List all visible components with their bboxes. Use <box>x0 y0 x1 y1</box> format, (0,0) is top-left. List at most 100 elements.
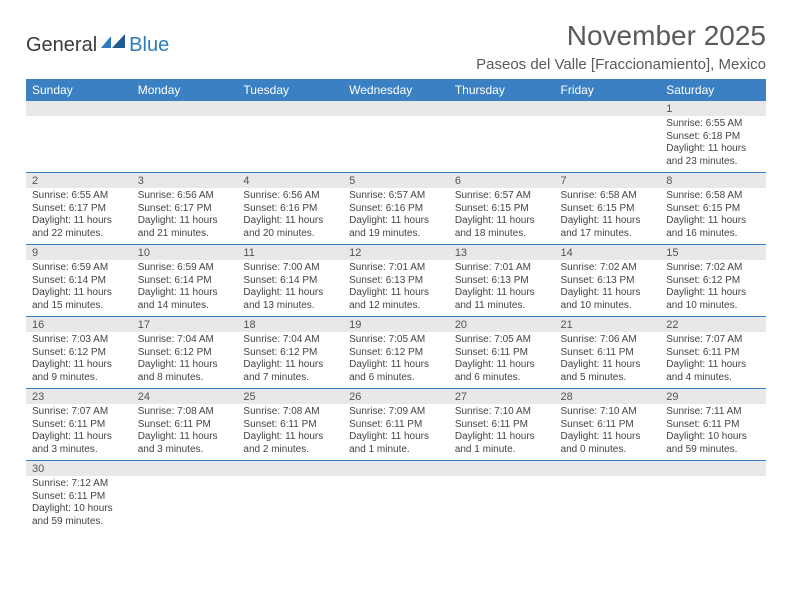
day-line: Sunset: 6:12 PM <box>349 347 443 360</box>
day-line: Sunrise: 6:58 AM <box>666 190 760 203</box>
day-cell: 1Sunrise: 6:55 AMSunset: 6:18 PMDaylight… <box>660 101 766 173</box>
day-line: Sunrise: 7:05 AM <box>349 334 443 347</box>
day-number: 24 <box>132 389 238 404</box>
day-content: Sunrise: 6:59 AMSunset: 6:14 PMDaylight:… <box>26 260 132 316</box>
day-line: Daylight: 11 hours <box>455 431 549 444</box>
day-line: Sunset: 6:12 PM <box>138 347 232 360</box>
day-cell: 26Sunrise: 7:09 AMSunset: 6:11 PMDayligh… <box>343 389 449 461</box>
day-number: 27 <box>449 389 555 404</box>
day-cell: .. <box>555 101 661 173</box>
day-number: 9 <box>26 245 132 260</box>
day-line: Sunrise: 7:04 AM <box>243 334 337 347</box>
day-label: Sunday <box>26 79 132 101</box>
day-number: 17 <box>132 317 238 332</box>
day-number: 14 <box>555 245 661 260</box>
day-cell: .. <box>449 101 555 173</box>
day-line: Daylight: 11 hours <box>243 215 337 228</box>
day-line: Sunrise: 7:01 AM <box>455 262 549 275</box>
day-label: Friday <box>555 79 661 101</box>
day-line: Daylight: 11 hours <box>349 431 443 444</box>
day-line: Daylight: 10 hours <box>666 431 760 444</box>
day-line: Sunrise: 7:09 AM <box>349 406 443 419</box>
day-line: Sunrise: 7:07 AM <box>666 334 760 347</box>
day-line: Daylight: 11 hours <box>243 431 337 444</box>
day-content: Sunrise: 6:55 AMSunset: 6:18 PMDaylight:… <box>660 116 766 172</box>
day-cell: .. <box>26 101 132 173</box>
day-label: Tuesday <box>237 79 343 101</box>
day-line: Sunset: 6:16 PM <box>349 203 443 216</box>
day-line: Daylight: 11 hours <box>349 287 443 300</box>
calendar-table: Sunday Monday Tuesday Wednesday Thursday… <box>26 79 766 532</box>
day-cell: 16Sunrise: 7:03 AMSunset: 6:12 PMDayligh… <box>26 317 132 389</box>
day-line: Sunrise: 7:02 AM <box>561 262 655 275</box>
day-line: Sunset: 6:18 PM <box>666 131 760 144</box>
header: General Blue November 2025 Paseos del Va… <box>26 20 766 73</box>
day-line: Daylight: 11 hours <box>32 359 126 372</box>
day-content: Sunrise: 7:01 AMSunset: 6:13 PMDaylight:… <box>449 260 555 316</box>
day-cell: 21Sunrise: 7:06 AMSunset: 6:11 PMDayligh… <box>555 317 661 389</box>
day-line: Daylight: 11 hours <box>243 359 337 372</box>
title-block: November 2025 Paseos del Valle [Fraccion… <box>476 20 766 73</box>
day-line: and 19 minutes. <box>349 228 443 241</box>
day-line: Sunrise: 7:03 AM <box>32 334 126 347</box>
logo-text-blue: Blue <box>129 34 169 57</box>
day-line: Sunrise: 7:11 AM <box>666 406 760 419</box>
day-number: 21 <box>555 317 661 332</box>
day-line: and 9 minutes. <box>32 372 126 385</box>
day-number: 18 <box>237 317 343 332</box>
month-title: November 2025 <box>476 20 766 52</box>
day-cell: 30Sunrise: 7:12 AMSunset: 6:11 PMDayligh… <box>26 461 132 533</box>
day-line: Sunset: 6:13 PM <box>561 275 655 288</box>
day-line: Sunset: 6:13 PM <box>455 275 549 288</box>
day-header-row: Sunday Monday Tuesday Wednesday Thursday… <box>26 79 766 101</box>
day-line: Sunrise: 6:57 AM <box>455 190 549 203</box>
day-line: and 59 minutes. <box>32 516 126 529</box>
day-content: Sunrise: 7:00 AMSunset: 6:14 PMDaylight:… <box>237 260 343 316</box>
day-number: 2 <box>26 173 132 188</box>
day-cell: 6Sunrise: 6:57 AMSunset: 6:15 PMDaylight… <box>449 173 555 245</box>
day-line: Sunset: 6:11 PM <box>138 419 232 432</box>
week-row: ............1Sunrise: 6:55 AMSunset: 6:1… <box>26 101 766 173</box>
day-number: 25 <box>237 389 343 404</box>
day-content: Sunrise: 7:05 AMSunset: 6:11 PMDaylight:… <box>449 332 555 388</box>
day-line: and 8 minutes. <box>138 372 232 385</box>
day-cell: 22Sunrise: 7:07 AMSunset: 6:11 PMDayligh… <box>660 317 766 389</box>
day-line: Daylight: 11 hours <box>666 143 760 156</box>
logo-text-dark: General <box>26 34 97 57</box>
day-line: Daylight: 11 hours <box>138 431 232 444</box>
day-cell: 28Sunrise: 7:10 AMSunset: 6:11 PMDayligh… <box>555 389 661 461</box>
day-line: and 1 minute. <box>349 444 443 457</box>
flag-icon <box>101 34 127 52</box>
day-line: Sunset: 6:17 PM <box>138 203 232 216</box>
day-line: Daylight: 11 hours <box>666 359 760 372</box>
day-label: Monday <box>132 79 238 101</box>
day-line: Sunrise: 6:55 AM <box>32 190 126 203</box>
day-line: Sunrise: 6:56 AM <box>138 190 232 203</box>
day-cell: 12Sunrise: 7:01 AMSunset: 6:13 PMDayligh… <box>343 245 449 317</box>
day-cell: 14Sunrise: 7:02 AMSunset: 6:13 PMDayligh… <box>555 245 661 317</box>
day-line: Sunset: 6:12 PM <box>666 275 760 288</box>
day-number: 7 <box>555 173 661 188</box>
location: Paseos del Valle [Fraccionamiento], Mexi… <box>476 56 766 73</box>
day-line: and 22 minutes. <box>32 228 126 241</box>
day-number: 5 <box>343 173 449 188</box>
day-line: Sunset: 6:12 PM <box>243 347 337 360</box>
day-content: Sunrise: 7:01 AMSunset: 6:13 PMDaylight:… <box>343 260 449 316</box>
day-line: and 21 minutes. <box>138 228 232 241</box>
day-line: Daylight: 11 hours <box>666 215 760 228</box>
day-line: and 1 minute. <box>455 444 549 457</box>
day-cell: 9Sunrise: 6:59 AMSunset: 6:14 PMDaylight… <box>26 245 132 317</box>
day-number: 6 <box>449 173 555 188</box>
calendar-page: General Blue November 2025 Paseos del Va… <box>0 0 792 552</box>
day-line: Sunrise: 7:10 AM <box>561 406 655 419</box>
day-line: and 14 minutes. <box>138 300 232 313</box>
day-line: and 20 minutes. <box>243 228 337 241</box>
day-line: Sunrise: 6:57 AM <box>349 190 443 203</box>
day-number: 30 <box>26 461 132 476</box>
day-line: Sunrise: 6:55 AM <box>666 118 760 131</box>
day-cell: 7Sunrise: 6:58 AMSunset: 6:15 PMDaylight… <box>555 173 661 245</box>
day-content: Sunrise: 7:09 AMSunset: 6:11 PMDaylight:… <box>343 404 449 460</box>
day-line: Sunrise: 7:10 AM <box>455 406 549 419</box>
day-line: Sunset: 6:14 PM <box>243 275 337 288</box>
day-line: Daylight: 11 hours <box>455 359 549 372</box>
